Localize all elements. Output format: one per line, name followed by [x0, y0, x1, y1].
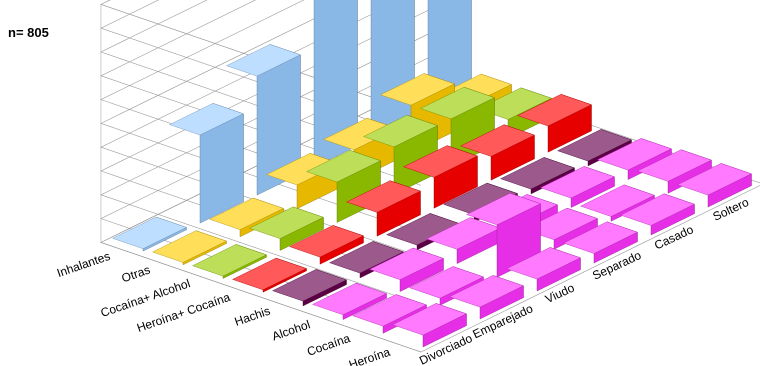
bar: [620, 193, 695, 236]
bar: [426, 217, 501, 264]
bar-top: [152, 230, 227, 263]
depth-category-label: Alcohol: [270, 317, 312, 343]
bar-top: [563, 221, 638, 254]
bar: [460, 124, 535, 181]
depth-category-label: Otras: [120, 263, 152, 286]
bar: [597, 138, 672, 180]
bar-top: [209, 197, 284, 230]
bar-top: [192, 244, 267, 277]
bar-top: [312, 282, 387, 316]
bar-top: [620, 193, 695, 226]
bar: [677, 163, 752, 208]
bar: [272, 269, 347, 307]
depth-category-label: Hachis: [233, 304, 272, 329]
bar-top: [677, 163, 752, 196]
bar-top: [380, 73, 455, 106]
bar-top: [506, 247, 581, 280]
bar-top: [272, 269, 347, 302]
bar: [392, 303, 467, 348]
bar: [313, 0, 358, 168]
bar: [517, 94, 592, 153]
bar: [249, 206, 324, 251]
bar-top: [637, 149, 712, 182]
bar-top: [557, 129, 632, 162]
sample-size-annotation: n= 805: [8, 25, 49, 40]
bar: [449, 275, 524, 320]
depth-category-label: Heroína: [347, 345, 392, 366]
bar: [420, 86, 495, 167]
bar-top: [329, 241, 404, 274]
bar-top: [466, 192, 541, 226]
bar-top: [409, 266, 484, 299]
bar-top: [112, 216, 187, 249]
depth-category-label: Cocaína: [305, 331, 352, 359]
bar: [306, 150, 381, 223]
depth-category-label: Inhalantes: [55, 249, 112, 280]
bar: [192, 244, 267, 279]
bar-top: [289, 225, 364, 258]
bar-top: [420, 86, 495, 120]
bar: [369, 247, 444, 292]
bar: [506, 247, 581, 292]
bar-top: [226, 44, 301, 77]
bar-top: [346, 180, 421, 213]
bar-top: [403, 145, 478, 178]
bar-top: [392, 303, 467, 336]
bar-top: [449, 275, 524, 308]
bar: [312, 282, 387, 320]
bar: [112, 216, 187, 252]
bar: [232, 257, 307, 293]
bar-top: [540, 166, 615, 199]
bar-top: [597, 138, 672, 171]
bar-top: [460, 124, 535, 157]
bar: [289, 225, 364, 265]
bar-top: [500, 157, 575, 190]
bar: [226, 44, 301, 196]
bar: [169, 103, 244, 224]
bar: [563, 221, 638, 264]
bar-top: [517, 94, 592, 127]
bar-top: [363, 114, 438, 148]
bar-top: [426, 217, 501, 250]
bar-top: [352, 294, 427, 327]
bar: [152, 230, 227, 266]
bar-top: [232, 257, 307, 291]
bar-front: [313, 0, 358, 168]
bar: [346, 180, 421, 237]
bar-top: [249, 206, 324, 239]
bar-top: [580, 184, 655, 217]
bar-top: [306, 150, 381, 183]
bar-top: [169, 103, 244, 136]
bar-top: [369, 247, 444, 280]
bar: [403, 145, 478, 209]
bar: [540, 166, 615, 208]
chart-bars: [112, 0, 752, 348]
